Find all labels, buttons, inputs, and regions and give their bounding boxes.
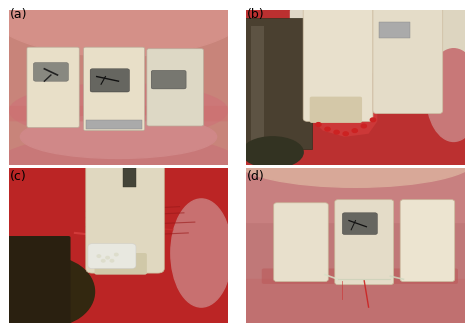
Bar <box>347 214 364 230</box>
Bar <box>246 279 465 323</box>
Text: (d): (d) <box>247 170 264 183</box>
Circle shape <box>343 132 348 136</box>
FancyBboxPatch shape <box>373 7 443 114</box>
FancyBboxPatch shape <box>9 106 228 121</box>
Text: (b): (b) <box>247 8 264 22</box>
Circle shape <box>101 259 105 262</box>
Text: (c): (c) <box>10 170 27 183</box>
Circle shape <box>115 253 118 256</box>
FancyBboxPatch shape <box>34 62 68 81</box>
FancyBboxPatch shape <box>88 244 136 268</box>
Circle shape <box>370 118 375 122</box>
FancyBboxPatch shape <box>86 163 164 273</box>
Bar <box>242 18 312 149</box>
Ellipse shape <box>3 257 94 327</box>
FancyBboxPatch shape <box>400 200 455 282</box>
Circle shape <box>106 256 109 259</box>
FancyBboxPatch shape <box>83 47 145 131</box>
Ellipse shape <box>426 49 474 141</box>
Circle shape <box>316 123 321 126</box>
FancyBboxPatch shape <box>94 253 147 275</box>
FancyBboxPatch shape <box>90 69 129 92</box>
FancyBboxPatch shape <box>27 47 79 128</box>
Circle shape <box>110 259 114 262</box>
Bar <box>251 26 264 141</box>
Circle shape <box>334 130 339 134</box>
FancyBboxPatch shape <box>262 268 458 284</box>
FancyBboxPatch shape <box>310 97 362 123</box>
Bar <box>377 10 465 80</box>
Bar <box>246 168 465 222</box>
Circle shape <box>325 127 330 131</box>
FancyBboxPatch shape <box>335 200 393 285</box>
Bar <box>123 168 136 186</box>
Circle shape <box>352 129 357 132</box>
Text: (a): (a) <box>10 8 27 22</box>
FancyBboxPatch shape <box>151 70 186 89</box>
Ellipse shape <box>20 115 217 159</box>
Ellipse shape <box>0 0 249 56</box>
Ellipse shape <box>242 137 303 168</box>
FancyBboxPatch shape <box>147 49 203 126</box>
Ellipse shape <box>0 134 249 211</box>
Circle shape <box>361 124 366 128</box>
Ellipse shape <box>9 83 228 138</box>
Bar <box>290 10 465 72</box>
Polygon shape <box>308 106 377 137</box>
FancyBboxPatch shape <box>274 203 328 282</box>
Circle shape <box>97 255 100 257</box>
Ellipse shape <box>236 133 474 187</box>
FancyBboxPatch shape <box>342 213 377 235</box>
Bar <box>380 23 410 38</box>
FancyBboxPatch shape <box>303 4 373 121</box>
FancyBboxPatch shape <box>0 236 71 324</box>
Bar <box>86 120 143 129</box>
Ellipse shape <box>171 199 232 307</box>
